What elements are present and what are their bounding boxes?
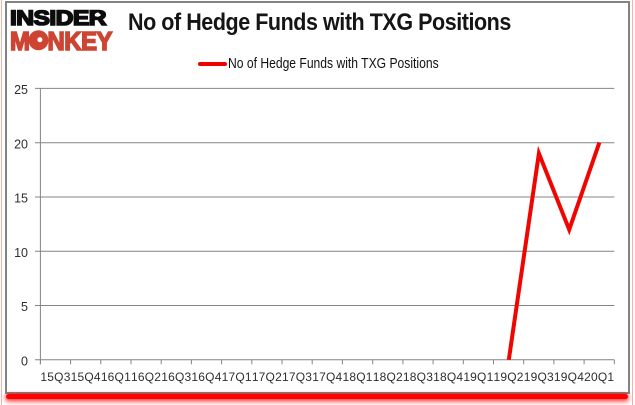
svg-text:17Q3: 17Q3 <box>282 370 312 384</box>
svg-text:17Q4: 17Q4 <box>312 370 342 384</box>
svg-text:16Q4: 16Q4 <box>191 370 221 384</box>
svg-text:18Q4: 18Q4 <box>433 370 463 384</box>
svg-text:0: 0 <box>21 354 28 368</box>
svg-text:19Q3: 19Q3 <box>524 370 554 384</box>
svg-text:19Q2: 19Q2 <box>494 370 524 384</box>
svg-text:INSIDER: INSIDER <box>10 6 107 30</box>
svg-text:25: 25 <box>14 83 28 97</box>
svg-text:17Q1: 17Q1 <box>222 370 252 384</box>
svg-text:MONKEY: MONKEY <box>10 26 112 56</box>
svg-text:20: 20 <box>14 137 28 151</box>
svg-text:16Q2: 16Q2 <box>131 370 161 384</box>
svg-text:19Q4: 19Q4 <box>554 370 584 384</box>
svg-text:15Q4: 15Q4 <box>71 370 101 384</box>
svg-text:10: 10 <box>14 246 28 260</box>
svg-text:19Q1: 19Q1 <box>463 370 493 384</box>
svg-text:18Q2: 18Q2 <box>373 370 403 384</box>
svg-text:15: 15 <box>14 192 28 206</box>
svg-text:16Q3: 16Q3 <box>161 370 191 384</box>
svg-text:18Q1: 18Q1 <box>343 370 373 384</box>
svg-text:20Q1: 20Q1 <box>584 370 614 384</box>
svg-text:18Q3: 18Q3 <box>403 370 433 384</box>
svg-text:5: 5 <box>21 300 28 314</box>
svg-text:17Q2: 17Q2 <box>252 370 282 384</box>
svg-text:16Q1: 16Q1 <box>101 370 131 384</box>
svg-text:15Q3: 15Q3 <box>40 370 70 384</box>
